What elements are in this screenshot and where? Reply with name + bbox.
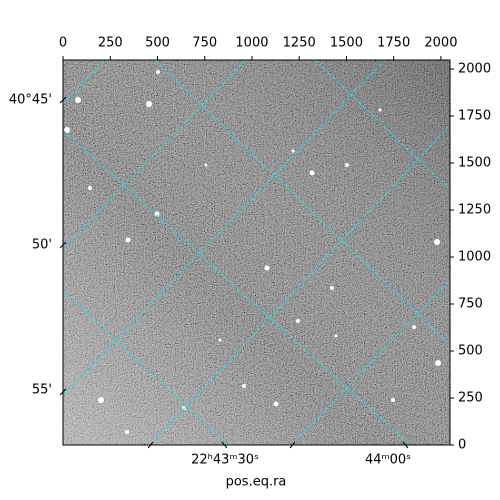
y-tick-label: 1500 xyxy=(458,156,491,171)
dec-tick-label: 40°45' xyxy=(9,93,52,108)
y-tick-label: 750 xyxy=(458,297,483,312)
axes-frame xyxy=(62,59,451,446)
stars xyxy=(64,70,441,434)
sky-image xyxy=(63,60,450,445)
y-tick-label: 1750 xyxy=(458,109,491,124)
ra-tick-label: 22ʰ43ᵐ30ˢ xyxy=(191,453,259,468)
x-tick-label: 1250 xyxy=(283,36,316,51)
y-tick-label: 1250 xyxy=(458,203,491,218)
x-tick-label: 750 xyxy=(192,36,217,51)
dec-tick-label: 55' xyxy=(32,383,52,398)
x-tick-label: 1000 xyxy=(235,36,268,51)
ra-tick-label: 44ᵐ00ˢ xyxy=(365,453,411,468)
y-tick-label: 500 xyxy=(458,344,483,359)
x-tick-label: 500 xyxy=(145,36,170,51)
x-tick-label: 0 xyxy=(59,36,67,51)
y-tick-label: 250 xyxy=(458,391,483,406)
y-tick-label: 1000 xyxy=(458,250,491,265)
dec-tick-label: 50' xyxy=(32,238,52,253)
x-tick-label: 1500 xyxy=(330,36,363,51)
world-ticks xyxy=(59,96,409,449)
coordinate-grid xyxy=(63,60,450,445)
x-tick-label: 1750 xyxy=(377,36,410,51)
x-tick-label: 2000 xyxy=(424,36,457,51)
x-tick-label: 250 xyxy=(98,36,123,51)
x-axis-label: pos.eq.ra xyxy=(226,475,287,490)
y-tick-label: 2000 xyxy=(458,62,491,77)
y-tick-label: 0 xyxy=(458,438,466,453)
